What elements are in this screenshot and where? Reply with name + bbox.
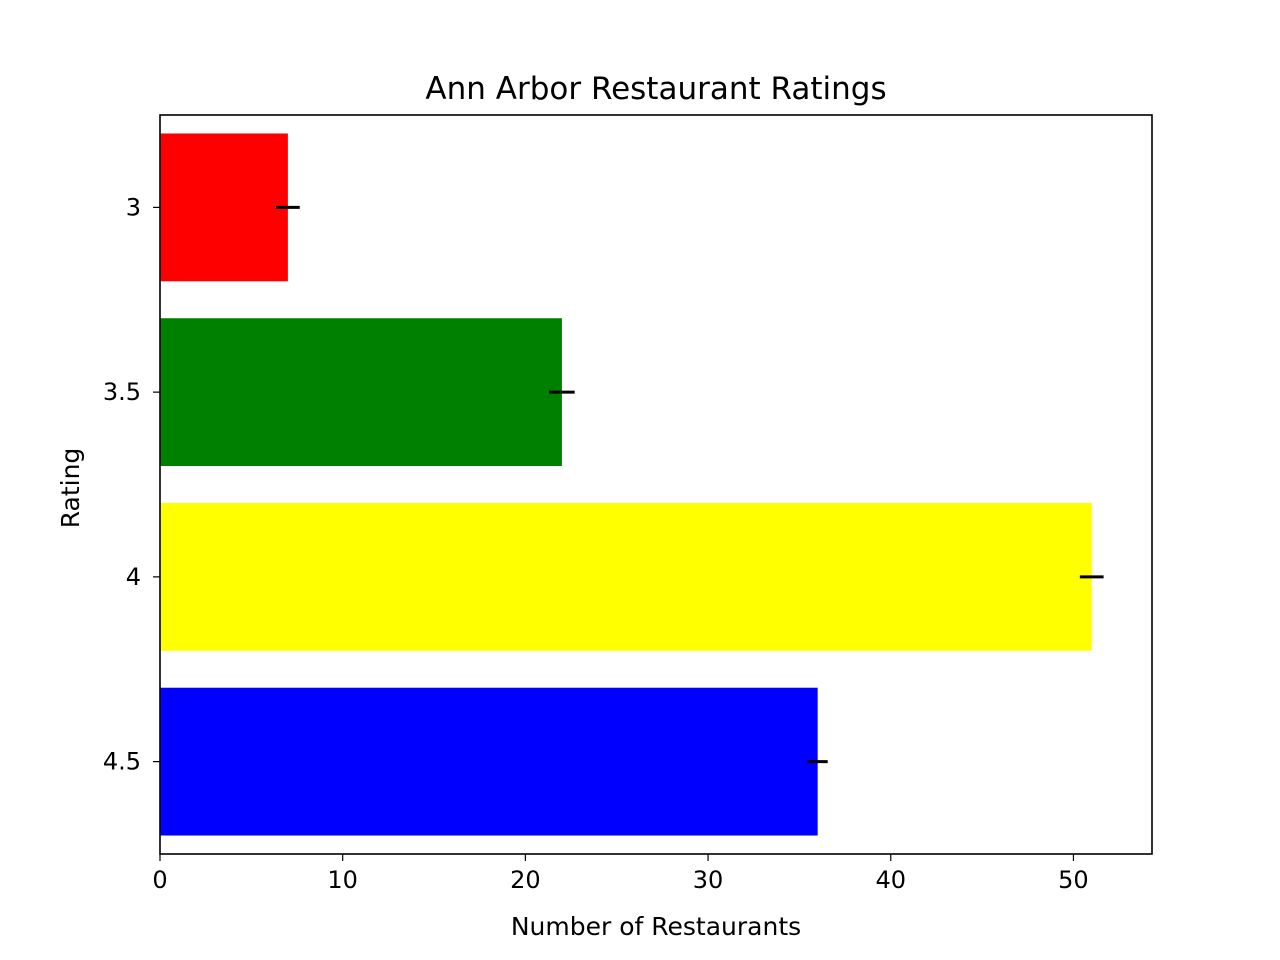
plot-frame [159,114,1153,855]
y-tick-label-4: 4 [126,563,141,591]
x-tick-label-20: 20 [510,866,541,894]
bar-4 [160,502,1092,651]
bar-4.5 [160,687,818,836]
x-tick-label-10: 10 [327,866,358,894]
chart-title: Ann Arbor Restaurant Ratings [425,71,886,107]
x-tick-label-40: 40 [875,866,906,894]
x-tick-label-0: 0 [152,866,167,894]
plot-area: 3 3.5 4 4.5 0 10 20 30 40 50 [103,114,1153,894]
x-tick-label-30: 30 [693,866,724,894]
x-axis-label: Number of Restaurants [511,912,801,941]
y-tick-label-3: 3 [126,193,141,221]
y-tick-label-3.5: 3.5 [103,378,141,406]
bar-3 [160,133,288,282]
bar-3.5 [160,318,562,467]
y-axis-label: Rating [56,448,85,529]
y-tick-label-4.5: 4.5 [103,748,141,776]
x-tick-label-50: 50 [1058,866,1089,894]
